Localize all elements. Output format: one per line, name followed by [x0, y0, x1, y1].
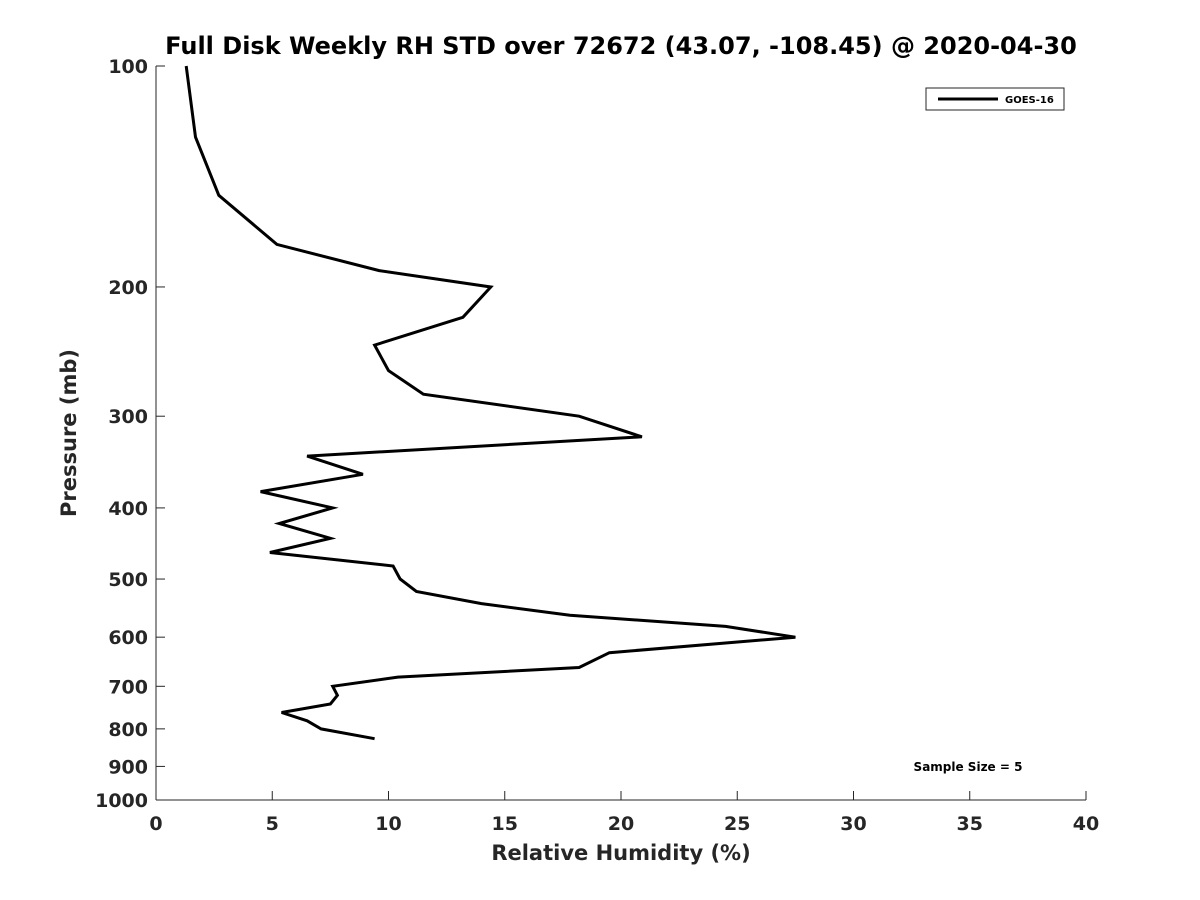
series-line-goes-16 — [184, 65, 796, 741]
x-tick-label: 10 — [375, 813, 401, 835]
y-tick-label: 600 — [108, 627, 148, 649]
y-tick-label: 500 — [108, 569, 148, 591]
x-ticks: 0 5 10 15 20 25 30 35 40 — [149, 791, 1099, 835]
y-tick-label: 700 — [108, 676, 148, 698]
y-ticks: 100 200 300 400 500 600 700 800 900 1000 — [95, 56, 165, 812]
y-tick-label: 800 — [108, 719, 148, 741]
x-tick-label: 25 — [724, 813, 750, 835]
x-tick-label: 15 — [492, 813, 518, 835]
y-tick-label: 300 — [108, 406, 148, 428]
legend: GOES-16 — [925, 87, 1065, 111]
series-layer — [184, 65, 796, 741]
legend-label-goes-16: GOES-16 — [1005, 95, 1054, 106]
y-tick-label: 900 — [108, 756, 148, 778]
x-tick-label: 20 — [608, 813, 634, 835]
axes — [155, 66, 1086, 801]
y-tick-label: 100 — [108, 56, 148, 78]
y-tick-label: 200 — [108, 277, 148, 299]
chart-title: Full Disk Weekly RH STD over 72672 (43.0… — [165, 32, 1077, 60]
x-tick-label: 35 — [957, 813, 983, 835]
x-tick-label: 0 — [149, 813, 162, 835]
y-axis-label: Pressure (mb) — [57, 349, 81, 517]
x-tick-label: 40 — [1073, 813, 1099, 835]
y-tick-label: 1000 — [95, 790, 148, 812]
x-axis-label: Relative Humidity (%) — [491, 841, 750, 865]
x-tick-label: 30 — [840, 813, 866, 835]
x-tick-label: 5 — [266, 813, 279, 835]
y-tick-label: 400 — [108, 498, 148, 520]
sample-size-annotation: Sample Size = 5 — [914, 760, 1023, 774]
